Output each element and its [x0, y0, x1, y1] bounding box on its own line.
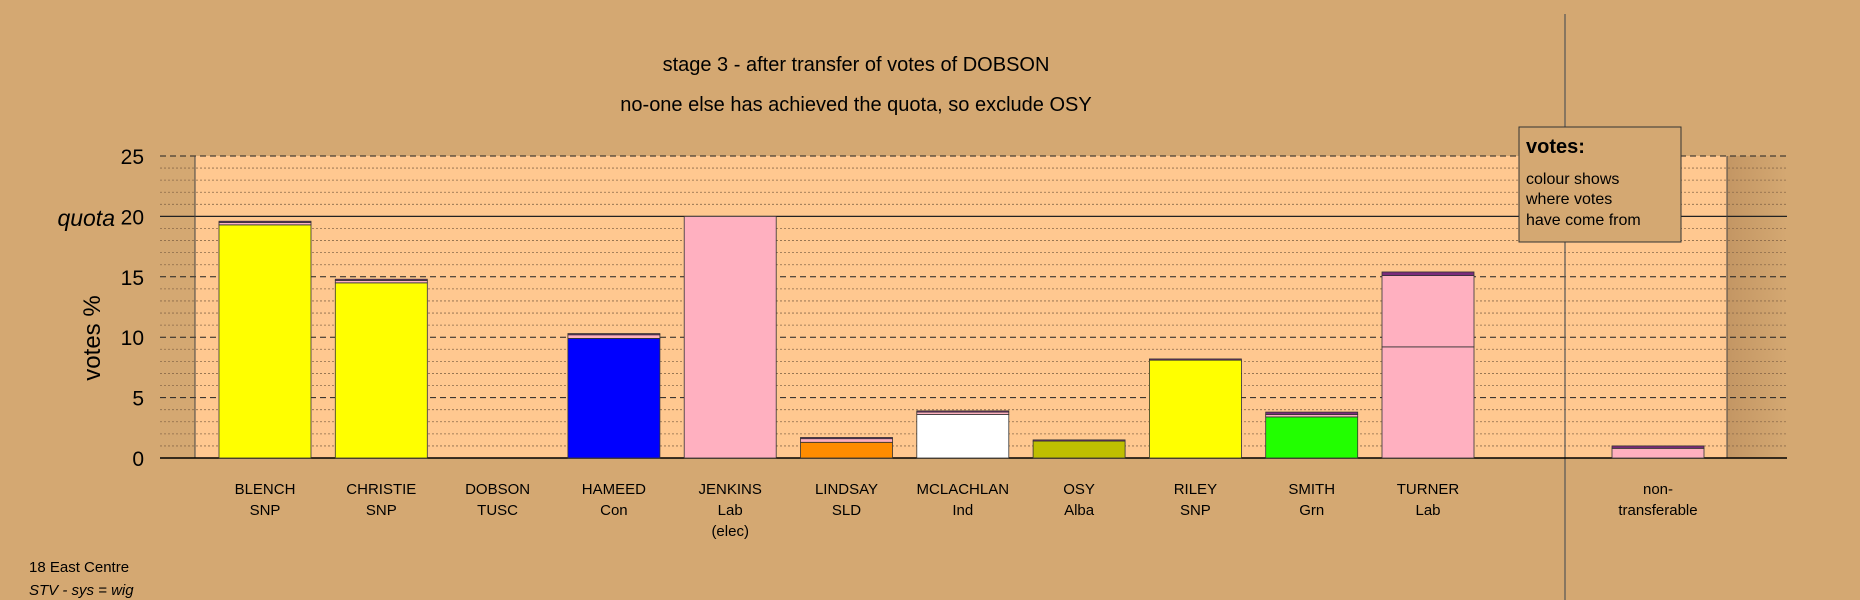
non-transferable-label-2: transferable: [1618, 502, 1697, 519]
y-tick-label: 25: [121, 146, 144, 169]
candidate-name-label: SMITH: [1288, 481, 1335, 498]
y-axis-label: votes %: [79, 295, 106, 380]
bar-segment: [1149, 359, 1242, 459]
candidate-name-label: LINDSAY: [815, 481, 878, 498]
y-tick-label: 20: [121, 206, 144, 229]
candidate-party-label: SNP: [250, 502, 281, 519]
bar-segment: [916, 414, 1010, 459]
candidate-name-label: OSY: [1063, 481, 1095, 498]
y-tick-label: 0: [132, 448, 144, 471]
chart-title: stage 3 - after transfer of votes of DOB…: [663, 54, 1050, 76]
candidate-name-label: RILEY: [1174, 481, 1217, 498]
quota-label: quota: [57, 205, 115, 231]
candidate-party-label: SNP: [366, 502, 397, 519]
footer-system: STV - sys = wig: [29, 582, 134, 599]
candidate-party-label: Con: [600, 502, 628, 519]
bar-segment: [334, 278, 428, 281]
bar-segment: [683, 215, 777, 459]
candidate-name-label: CHRISTIE: [346, 481, 416, 498]
bar-segment: [1381, 271, 1475, 276]
chart-subtitle: no-one else has achieved the quota, so e…: [620, 94, 1091, 116]
bar-segment: [916, 410, 1010, 413]
y-tick-label: 10: [121, 327, 144, 350]
bar-segment: [567, 338, 661, 459]
bar-segment: [218, 220, 312, 223]
candidate-party-label: SNP: [1180, 502, 1211, 519]
legend-line-1: colour shows: [1526, 171, 1619, 188]
bar-segment: [334, 282, 428, 459]
right-side-panel: [1727, 156, 1787, 458]
candidate-name-label: JENKINS: [699, 481, 762, 498]
legend-box: votes: colour shows where votes have com…: [1518, 126, 1682, 243]
labels-layer: 0 5 10 15 20 25 BLENCH SNP CHRISTIE SNP DOBSON TUSC…: [121, 146, 1698, 540]
y-tick-label: 15: [121, 267, 144, 290]
candidate-party-label: Lab: [1415, 502, 1440, 519]
legend-line-2: where votes: [1525, 191, 1612, 208]
bar-segment: [1265, 411, 1359, 415]
legend-title: votes:: [1526, 136, 1585, 158]
legend-line-3: have come from: [1526, 212, 1641, 229]
bar-segment: [800, 441, 893, 459]
non-transferable-label-1: non-: [1643, 481, 1673, 498]
candidate-party-label: Alba: [1064, 502, 1095, 519]
candidate-name-label: BLENCH: [235, 481, 296, 498]
candidate-name-label: TURNER: [1397, 481, 1460, 498]
candidate-name-label: DOBSON: [465, 481, 530, 498]
bar-segment: [800, 437, 893, 440]
candidate-party-label: Grn: [1299, 502, 1324, 519]
y-tick-label: 5: [132, 388, 144, 411]
bar-segment: [800, 438, 893, 443]
candidate-party-label: TUSC: [477, 502, 518, 519]
bar-segment: [1032, 440, 1126, 459]
candidate-name-label: MCLACHLAN: [917, 481, 1010, 498]
bar-segment: [218, 224, 312, 459]
bar-segment: [1611, 447, 1705, 459]
bar-segment: [567, 334, 661, 339]
candidate-party-label: Ind: [952, 502, 973, 519]
bar-segment: [1611, 445, 1705, 449]
candidate-note-label: (elec): [711, 523, 749, 540]
bar-segment: [567, 333, 661, 336]
bars-layer: [218, 215, 1705, 459]
footer-ward: 18 East Centre: [29, 559, 129, 576]
bar-segment: [1149, 358, 1242, 361]
candidate-name-label: HAMEED: [582, 481, 646, 498]
bar-segment: [1032, 439, 1126, 442]
bar-segment: [1381, 346, 1475, 459]
candidate-party-label: Lab: [718, 502, 743, 519]
candidate-party-label: SLD: [832, 502, 861, 519]
bar-segment: [1381, 275, 1475, 348]
bar-segment: [1265, 416, 1359, 459]
